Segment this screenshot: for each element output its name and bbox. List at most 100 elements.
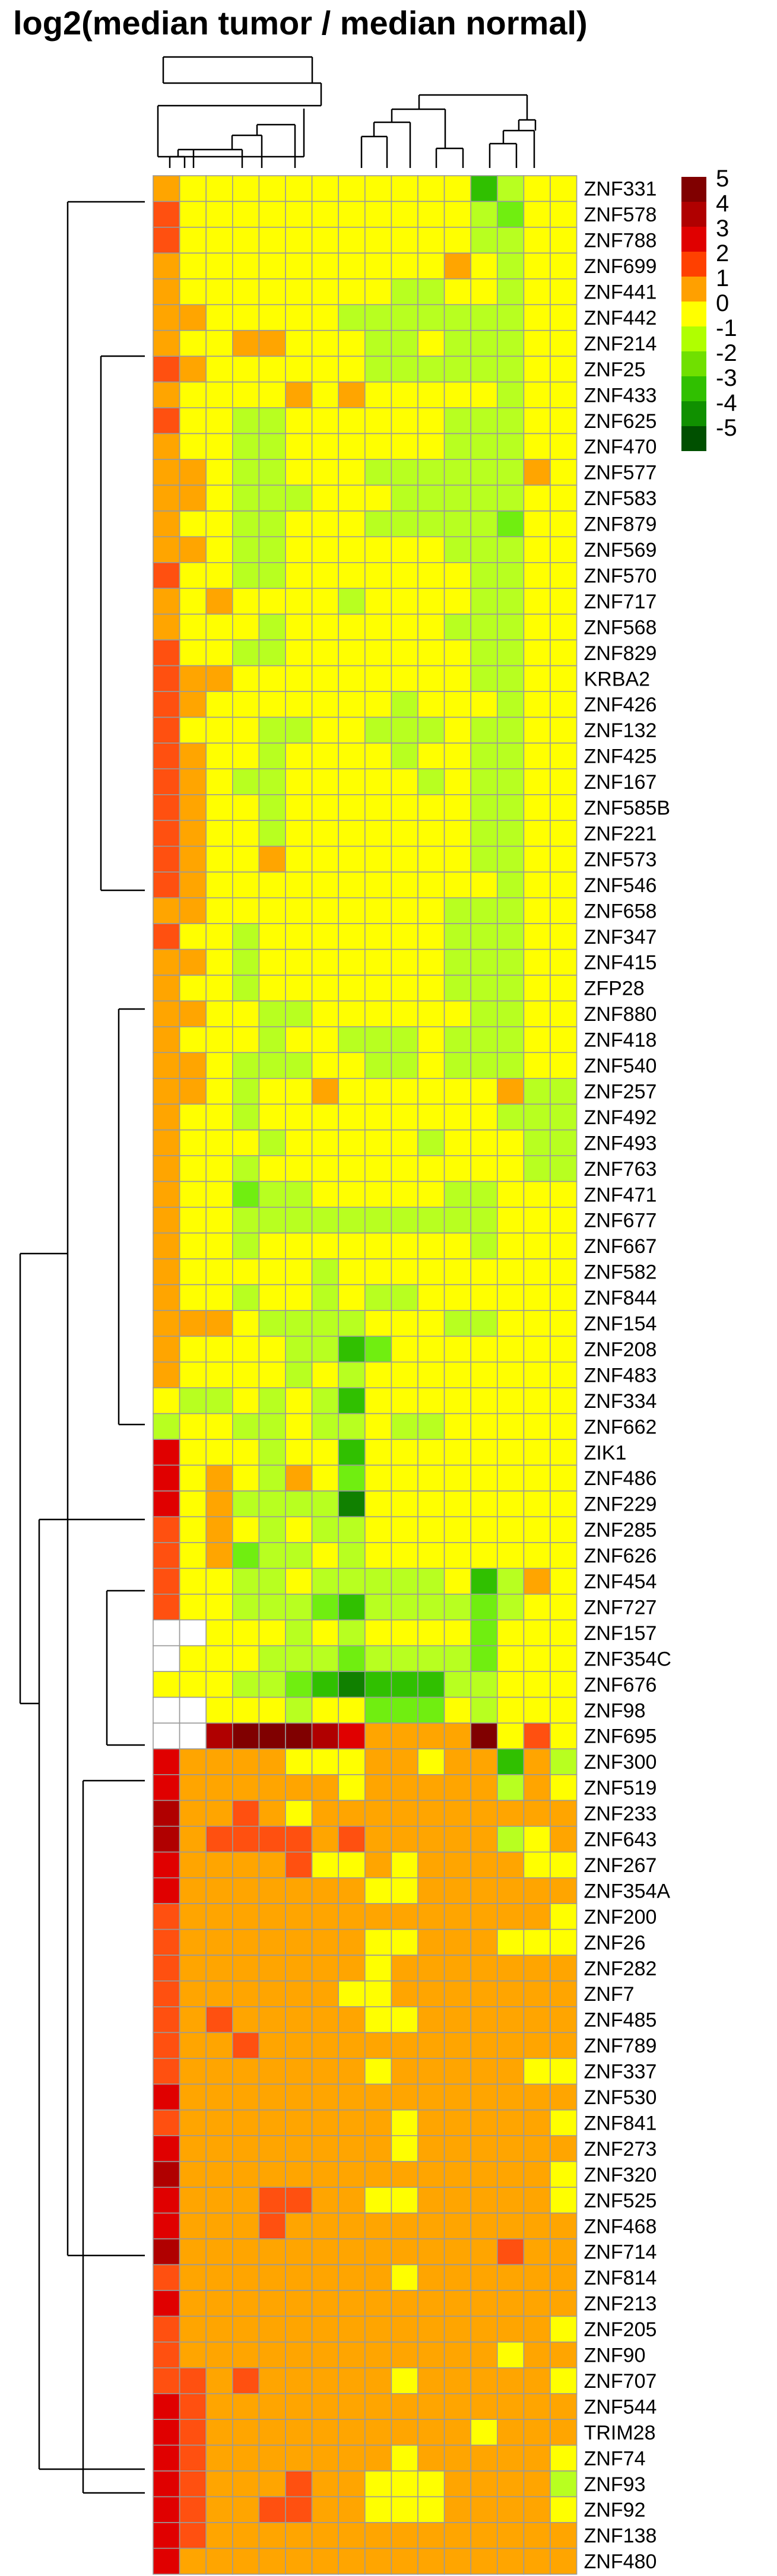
heatmap-cell	[470, 2212, 498, 2239]
heatmap-cell	[311, 2393, 339, 2420]
heatmap-cell	[417, 2315, 445, 2343]
heatmap-cell	[470, 1207, 498, 1234]
heatmap-cell	[231, 1284, 260, 1311]
heatmap-cell	[179, 1645, 207, 1672]
heatmap-cell	[496, 407, 525, 434]
heatmap-cell	[470, 794, 498, 821]
heatmap-cell	[205, 1826, 233, 1853]
heatmap-cell	[443, 2187, 471, 2214]
row-label: ZNF540	[584, 1055, 657, 1077]
row-label: ZNF337	[584, 2061, 657, 2083]
heatmap-cell	[470, 665, 498, 692]
heatmap-cell	[285, 1851, 313, 1879]
heatmap-cell	[231, 1129, 260, 1156]
heatmap-cell	[153, 1542, 180, 1569]
heatmap-cell	[443, 459, 471, 486]
heatmap-cell	[417, 2135, 445, 2162]
heatmap-cell	[285, 665, 313, 692]
heatmap-cell	[550, 2342, 578, 2369]
heatmap-cell	[417, 588, 445, 615]
heatmap-cell	[205, 1439, 233, 1466]
heatmap-cell	[231, 2393, 260, 2420]
heatmap-cell	[285, 2135, 313, 2162]
heatmap-cell	[417, 1490, 445, 1518]
heatmap-cell	[523, 381, 551, 408]
heatmap-cell	[338, 356, 366, 383]
heatmap-cell	[496, 639, 525, 667]
heatmap-cell	[470, 2393, 498, 2420]
heatmap-cell	[179, 1464, 207, 1492]
heatmap-cell	[179, 459, 207, 486]
heatmap-cell	[496, 1078, 525, 1105]
heatmap-cell	[338, 484, 366, 512]
row-label: ZNF667	[584, 1235, 657, 1258]
heatmap-cell	[496, 1439, 525, 1466]
heatmap-cell	[179, 1335, 207, 1363]
heatmap-cell	[179, 1052, 207, 1079]
heatmap-cell	[550, 1310, 578, 1337]
heatmap-cell	[338, 845, 366, 873]
heatmap-cell	[153, 2367, 180, 2394]
heatmap-cell	[496, 1155, 525, 1182]
heatmap-cell	[443, 1696, 471, 1724]
heatmap-cell	[364, 561, 392, 589]
row-label: ZNF480	[584, 2550, 657, 2573]
heatmap-cell	[231, 1310, 260, 1337]
heatmap-cell	[258, 1103, 286, 1131]
heatmap-cell	[550, 304, 578, 331]
heatmap-cell	[391, 510, 418, 538]
heatmap-cell	[496, 1335, 525, 1363]
heatmap-cell	[523, 484, 551, 512]
row-label: ZNF583	[584, 487, 657, 510]
heatmap-cell	[443, 639, 471, 667]
heatmap-cell	[417, 613, 445, 640]
heatmap-cell	[258, 484, 286, 512]
row-dendrogram	[19, 201, 145, 2494]
heatmap-cell	[470, 561, 498, 589]
heatmap-cell	[153, 561, 180, 589]
heatmap-cell	[285, 1490, 313, 1518]
heatmap-cell	[496, 820, 525, 847]
heatmap-cell	[364, 2032, 392, 2059]
heatmap-cell	[523, 2393, 551, 2420]
heatmap-cell	[470, 1619, 498, 1647]
heatmap-cell	[153, 1000, 180, 1027]
heatmap-cell	[523, 1232, 551, 1260]
heatmap-cell	[391, 2264, 418, 2291]
heatmap-cell	[443, 1748, 471, 1775]
heatmap-cell	[364, 227, 392, 254]
heatmap-cell	[231, 1851, 260, 1879]
heatmap-cell	[153, 820, 180, 847]
heatmap-cell	[311, 2058, 339, 2085]
heatmap-cell	[205, 743, 233, 770]
heatmap-cell	[231, 1594, 260, 1621]
row-label: ZNF879	[584, 513, 657, 536]
heatmap-cell	[205, 1052, 233, 1079]
heatmap-cell	[231, 2083, 260, 2111]
heatmap-cell	[205, 820, 233, 847]
heatmap-cell	[179, 1310, 207, 1337]
heatmap-cell	[391, 2315, 418, 2343]
row-label: ZNF74	[584, 2447, 646, 2470]
heatmap-cell	[338, 561, 366, 589]
heatmap-cell	[364, 2161, 392, 2188]
heatmap-cell	[153, 2212, 180, 2239]
heatmap-cell	[391, 1439, 418, 1466]
heatmap-cell	[417, 1232, 445, 1260]
heatmap-cell	[523, 923, 551, 950]
heatmap-cell	[285, 2548, 313, 2575]
heatmap-cell	[417, 1955, 445, 1982]
heatmap-cell	[311, 1851, 339, 1879]
heatmap-cell	[417, 1155, 445, 1182]
heatmap-cell	[470, 1078, 498, 1105]
heatmap-cell	[179, 2083, 207, 2111]
heatmap-cell	[285, 845, 313, 873]
heatmap-cell	[258, 2006, 286, 2033]
heatmap-cell	[364, 1413, 392, 1440]
heatmap-cell	[470, 1748, 498, 1775]
heatmap-cell	[523, 2161, 551, 2188]
legend-tick-label: 4	[716, 191, 729, 217]
row-label: ZNF25	[584, 359, 646, 381]
heatmap-cell	[364, 2264, 392, 2291]
heatmap-cell	[205, 1103, 233, 1131]
